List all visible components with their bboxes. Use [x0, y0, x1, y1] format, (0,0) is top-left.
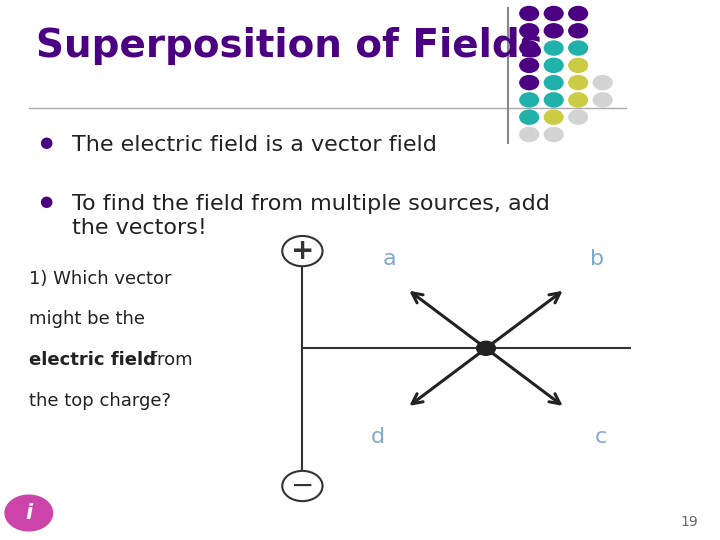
Text: +: + — [291, 237, 314, 265]
Text: c: c — [595, 427, 607, 447]
Circle shape — [5, 495, 53, 531]
Circle shape — [569, 24, 588, 38]
Text: i: i — [25, 503, 32, 523]
Circle shape — [593, 76, 612, 90]
Text: 1) Which vector: 1) Which vector — [29, 270, 171, 288]
Circle shape — [544, 24, 563, 38]
Circle shape — [544, 58, 563, 72]
Text: electric field: electric field — [29, 351, 156, 369]
Text: a: a — [382, 249, 396, 269]
Circle shape — [544, 127, 563, 141]
Circle shape — [544, 110, 563, 124]
Text: To find the field from multiple sources, add
the vectors!: To find the field from multiple sources,… — [72, 194, 550, 238]
Circle shape — [520, 58, 539, 72]
Text: Superposition of Fields: Superposition of Fields — [36, 27, 543, 65]
Circle shape — [282, 471, 323, 501]
Text: b: b — [590, 249, 604, 269]
Text: The electric field is a vector field: The electric field is a vector field — [72, 135, 437, 155]
Circle shape — [477, 341, 495, 355]
Circle shape — [569, 6, 588, 21]
Circle shape — [520, 6, 539, 21]
Circle shape — [520, 24, 539, 38]
Text: d: d — [372, 427, 385, 447]
Text: the top charge?: the top charge? — [29, 392, 171, 409]
Circle shape — [520, 110, 539, 124]
Circle shape — [569, 76, 588, 90]
Text: −: − — [291, 472, 314, 500]
Text: might be the: might be the — [29, 310, 145, 328]
Circle shape — [593, 93, 612, 107]
Text: ●: ● — [40, 135, 53, 150]
Text: from: from — [145, 351, 193, 369]
Circle shape — [544, 6, 563, 21]
Circle shape — [569, 110, 588, 124]
Circle shape — [282, 236, 323, 266]
Circle shape — [569, 58, 588, 72]
Circle shape — [569, 41, 588, 55]
Circle shape — [544, 76, 563, 90]
Circle shape — [520, 93, 539, 107]
Circle shape — [520, 41, 539, 55]
Text: 19: 19 — [680, 515, 698, 529]
Text: ●: ● — [40, 194, 53, 210]
Circle shape — [520, 127, 539, 141]
Circle shape — [544, 93, 563, 107]
Circle shape — [520, 76, 539, 90]
Circle shape — [569, 93, 588, 107]
Circle shape — [544, 41, 563, 55]
